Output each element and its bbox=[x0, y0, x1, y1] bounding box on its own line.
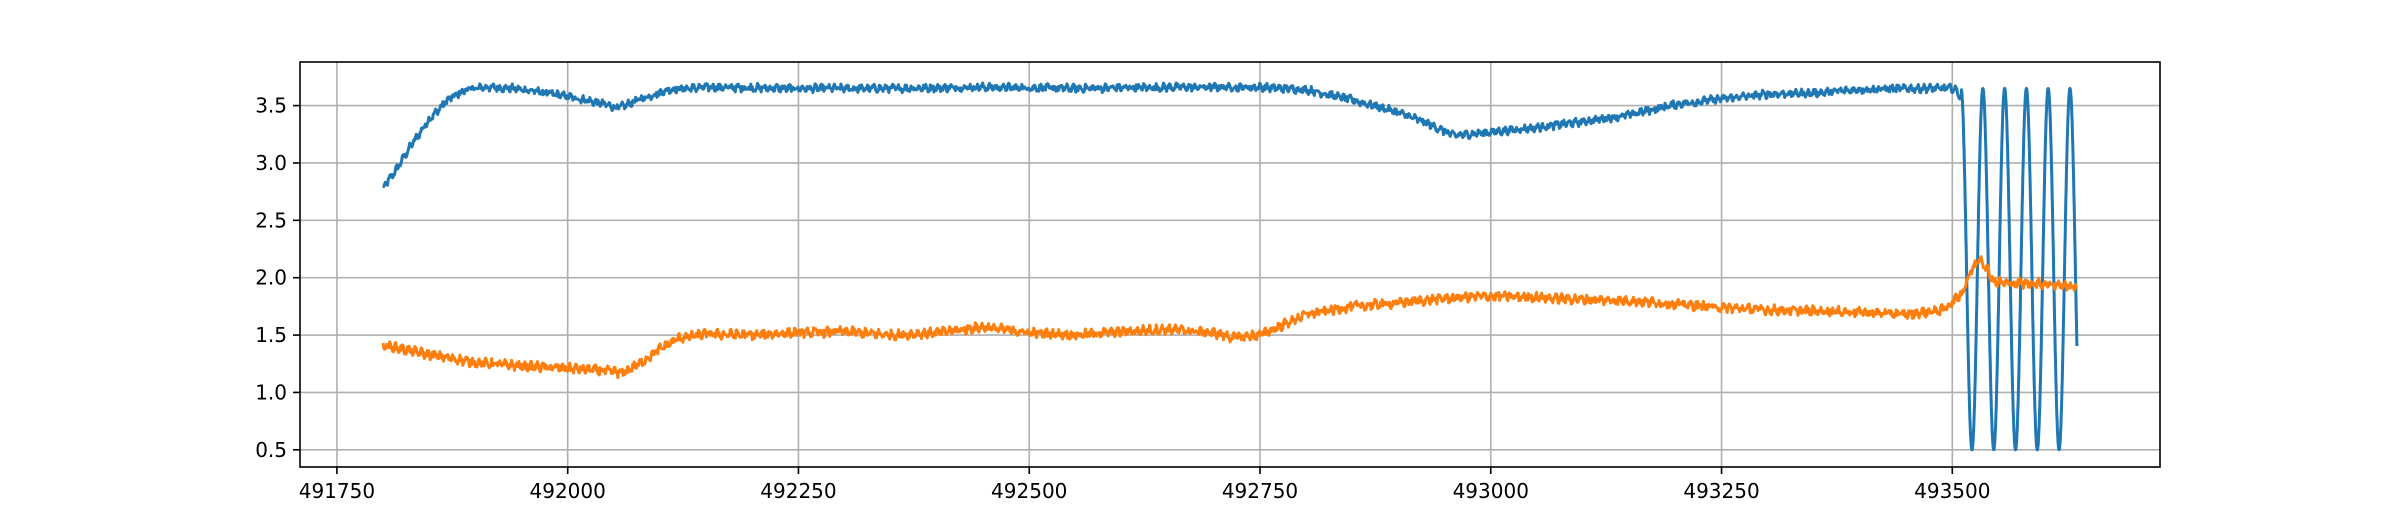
y-tick-label: 0.5 bbox=[255, 438, 287, 462]
x-tick-label: 493250 bbox=[1683, 479, 1759, 503]
x-tick-label: 492000 bbox=[530, 479, 606, 503]
x-tick-label: 493500 bbox=[1914, 479, 1990, 503]
series-line-1 bbox=[382, 81, 2079, 452]
axes: 491750 492000 492250 492500 492750 493000 4932… bbox=[255, 61, 2161, 503]
x-tick-label: 492250 bbox=[760, 479, 836, 503]
x-tick-label: 492500 bbox=[991, 479, 1067, 503]
x-tick-label: 491750 bbox=[299, 479, 375, 503]
y-tick-label: 2.0 bbox=[255, 266, 287, 290]
y-tick-label: 3.0 bbox=[255, 151, 287, 175]
series-group bbox=[381, 81, 2079, 452]
y-tick-label: 3.5 bbox=[255, 94, 287, 118]
y-tick-label: 1.0 bbox=[255, 380, 287, 404]
y-tick-label: 1.5 bbox=[255, 323, 287, 347]
series-line-2 bbox=[381, 255, 2078, 380]
x-tick-label: 492750 bbox=[1222, 479, 1298, 503]
plot-frame bbox=[299, 61, 2161, 468]
x-tick-label: 493000 bbox=[1453, 479, 1529, 503]
y-tick-label: 2.5 bbox=[255, 208, 287, 232]
